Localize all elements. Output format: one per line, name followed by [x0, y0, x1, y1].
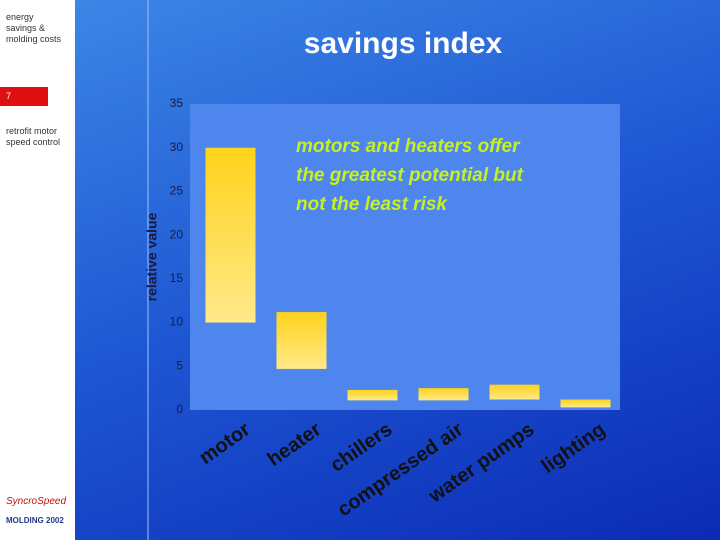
bar — [560, 399, 611, 408]
sidebar-heading: energy savings & molding costs — [6, 12, 62, 44]
y-axis-label: relative value — [144, 212, 160, 301]
annotation: motors and heaters offer the greatest pot… — [296, 136, 524, 215]
y-tick-label: 15 — [170, 271, 184, 285]
x-tick-label: motor — [195, 418, 254, 469]
bar — [418, 388, 469, 401]
chart-title: savings index — [304, 27, 503, 60]
bar — [276, 312, 327, 369]
bar — [347, 389, 398, 401]
sidebar-note: retrofit motor speed control — [6, 126, 61, 147]
logo: MOLDING 2002 — [6, 516, 64, 525]
bar — [489, 384, 540, 400]
slide-number: 7 — [0, 87, 48, 106]
y-tick-label: 30 — [170, 140, 184, 154]
x-tick-label: lighting — [538, 418, 610, 477]
y-tick-label: 10 — [170, 315, 184, 329]
y-tick-label: 0 — [176, 402, 183, 416]
sidebar: energy savings & molding costs 7 retrofi… — [0, 0, 75, 540]
y-tick-label: 25 — [170, 184, 184, 198]
y-tick-label: 5 — [176, 358, 183, 372]
plot-area — [190, 104, 620, 410]
logo: SyncroSpeed — [6, 496, 67, 507]
x-tick-label: heater — [264, 418, 326, 471]
y-tick-label: 20 — [170, 227, 184, 241]
y-tick-label: 35 — [170, 96, 184, 110]
x-tick-label: compressed air — [334, 418, 468, 521]
bar — [205, 147, 256, 323]
